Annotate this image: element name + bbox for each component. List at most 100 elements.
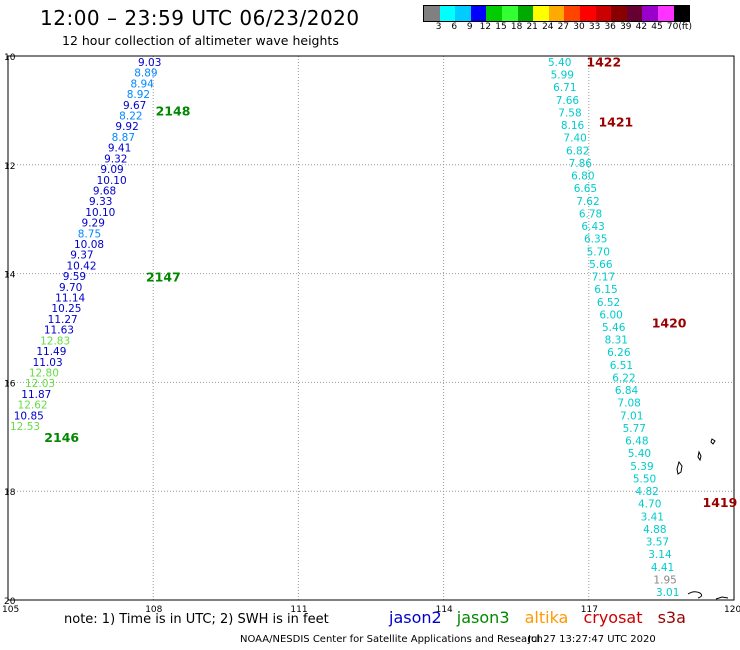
wave-height-value: 10.10 [97,175,127,187]
color-scale-label: 27 [557,22,570,32]
wave-height-value: 10.42 [66,260,96,272]
wave-height-value: 9.33 [89,196,112,208]
color-scale-label: 21 [526,22,538,32]
color-swatch [626,6,643,21]
wave-height-value: 9.29 [82,218,105,230]
color-scale-label: 6 [451,22,458,32]
wave-height-value: 12.62 [18,400,48,412]
coastline-islands [676,438,729,600]
wave-height-value: 5.50 [633,473,656,485]
latitude-label: 12 [4,162,15,172]
color-swatch [611,6,627,21]
wave-height-value: 8.87 [112,132,135,144]
wave-height-value: 9.59 [63,271,86,283]
color-swatch [517,6,534,21]
wave-height-value: 10.08 [74,239,104,251]
wave-height-value: 3.57 [646,537,669,549]
wave-height-value: 6.78 [579,208,602,220]
wave-height-value: 6.52 [597,297,620,309]
wave-height-value: 12.83 [40,335,70,347]
wave-height-value: 8.92 [127,89,150,101]
map-subtitle: 12 hour collection of altimeter wave hei… [62,33,339,48]
wave-height-observations: 9.038.898.948.929.678.229.928.879.419.32… [10,57,679,599]
wave-height-value: 11.27 [48,314,78,326]
wave-height-value: 8.16 [561,120,585,132]
wave-height-value: 10.25 [51,303,81,315]
wave-height-value: 9.92 [115,121,138,133]
wave-height-value: 6.22 [612,372,635,384]
wave-height-value: 7.86 [569,158,593,170]
wave-height-value: 5.70 [587,246,610,258]
color-swatch [455,6,471,21]
wave-height-value: 4.82 [635,486,658,498]
wave-height-value: 6.48 [625,436,648,448]
wave-height-value: 4.88 [643,524,666,536]
color-swatch [673,6,690,21]
color-scale-labels: 3 6 9 12 15 18 21 24 27 30 33 36 39 42 45 70 (ft) [423,22,740,34]
color-swatch [579,6,596,21]
wave-height-value: 3.41 [641,511,664,523]
color-swatch [533,6,549,21]
wave-height-value: 3.14 [648,549,672,561]
axis-labels: 105 108 111 114 117 120 10 12 14 16 18 20 [2,53,740,615]
color-scale-label: 3 [435,22,442,32]
wave-height-value: 11.49 [36,346,66,358]
latitude-label: 10 [4,53,16,63]
map-frame [7,55,735,601]
longitude-label: 111 [290,605,307,615]
pass-number-label: 1419 [703,495,738,510]
longitude-label: 114 [436,605,453,615]
pass-number-label: 1421 [598,114,633,129]
footer-credit: NOAA/NESDIS Center for Satellite Applica… [240,634,543,645]
color-swatch [657,6,674,21]
pass-number-label: 2147 [146,269,181,284]
wave-height-value: 7.01 [620,410,643,422]
wave-height-value: 7.40 [563,133,586,145]
wave-height-value: 6.35 [584,234,607,246]
wave-height-value: 10.10 [85,207,115,219]
color-swatch [595,6,612,21]
legend-jason3: jason3 [456,608,510,627]
wave-height-value: 3.01 [656,587,679,599]
longitude-label: 108 [145,605,162,615]
color-scale-label: 36 [604,22,616,32]
wave-height-value: 12.53 [10,421,40,433]
pass-number-label: 2146 [44,430,79,445]
footer-timestamp: Jul 27 13:27:47 UTC 2020 [528,634,656,645]
wave-height-value: 9.70 [59,282,82,294]
color-scale-label: 24 [542,22,554,32]
wave-height-value: 5.99 [551,70,574,82]
wave-height-value: 5.77 [623,423,646,435]
wave-height-value: 8.94 [130,78,154,90]
wave-height-value: 7.17 [592,272,615,284]
wave-height-value: 4.70 [638,499,661,511]
color-scale-label: 45 [651,22,663,32]
color-swatch [548,6,565,21]
pass-number-label: 1420 [652,316,687,331]
legend-altika: altika [524,608,569,627]
wave-height-value: 6.43 [581,221,604,233]
color-swatch [486,6,502,21]
legend-jason2: jason2 [389,608,442,627]
longitude-label: 105 [2,605,19,615]
color-scale-label: 12 [479,22,492,32]
color-scale-label: 30 [573,22,585,32]
pass-number-label: 1422 [586,54,621,69]
wave-height-value: 11.87 [21,389,51,401]
wave-height-value: 7.58 [558,107,581,119]
satellite-legend: jason2 jason3 altika cryosat s3a [389,608,696,627]
wave-height-value: 11.14 [55,293,85,305]
pass-number-label: 2148 [156,103,191,118]
color-scale-label: 33 [588,22,601,32]
wave-height-value: 6.26 [607,347,631,359]
color-swatch [564,6,580,21]
color-scale-label: 18 [510,22,523,32]
wave-height-value: 5.39 [630,461,653,473]
color-scale-label: (ft) [678,22,692,32]
color-scale-bar [423,5,691,22]
wave-height-value: 7.08 [617,398,640,410]
wave-height-value: 6.65 [574,183,597,195]
color-swatch [642,6,658,21]
latitude-label: 20 [4,597,16,607]
